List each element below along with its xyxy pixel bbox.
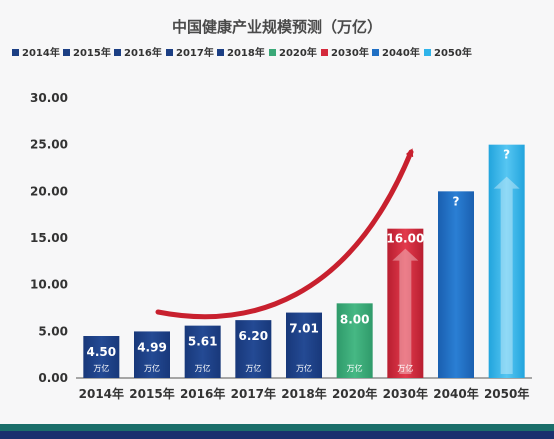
bar [438,191,474,378]
bar-value-label: 5.61 [188,335,218,349]
legend-swatch [114,49,121,56]
x-tick-label: 2030年 [383,386,428,401]
y-tick-label: 20.00 [30,184,68,198]
bar [286,312,322,378]
chart-title: 中国健康产业规模预测（万亿） [172,18,382,36]
legend-swatch [372,49,379,56]
legend-label: 2016年 [124,46,162,59]
legend-label: 2030年 [331,46,369,59]
bar-inner-arrow [392,248,419,374]
x-tick-label: 2017年 [231,386,276,401]
bar [387,228,424,378]
legend-swatch [12,49,19,56]
bar-value-label: 4.99 [137,340,167,354]
bar-value-label: 7.01 [289,322,319,336]
trend-arrow [155,148,414,320]
bar-inner-arrow [493,176,520,374]
legend-label: 2050年 [434,46,472,59]
legend-label: 2014年 [22,46,60,59]
y-tick-label: 5.00 [38,324,68,338]
x-tick-label: 2016年 [180,386,225,401]
footer-band-teal [0,424,554,431]
x-tick-label: 2040年 [433,386,478,401]
legend-swatch [217,49,224,56]
legend-swatch [63,49,70,56]
y-tick-label: 25.00 [30,138,68,152]
y-tick-label: 10.00 [30,278,68,292]
x-axis: 2014年 2015年 2016年 2017年 2018年 2020年 2030年 2040年… [79,386,530,401]
legend-swatch [424,49,431,56]
x-tick-label: 2050年 [484,386,529,401]
legend-swatch [321,49,328,56]
bar [235,320,272,378]
y-tick-label: 15.00 [30,231,68,245]
legend-label: 2017年 [176,46,214,59]
legend-swatch [166,49,173,56]
y-axis: 0.00 5.00 10.00 15.00 20.00 25.00 30.00 [30,91,68,385]
x-tick-label: 2020年 [332,386,377,401]
bar-unit-label: 万亿 [144,363,160,373]
bar [83,336,120,378]
x-tick-label: 2015年 [129,386,174,401]
legend-label: 2015年 [73,46,111,59]
x-tick-label: 2018年 [281,386,326,401]
bar-unit-label: 万亿 [245,363,261,373]
bar-unit-label: 万亿 [93,363,109,373]
bar-value-label: ? [453,194,460,208]
bar [134,331,170,378]
legend-label: 2018年 [227,46,265,59]
bars: 4.50 万亿 4.99 万亿 5.61 万亿 6.20 万亿 7.01 万亿 8.00 万亿 16.0… [83,144,525,378]
y-tick-label: 0.00 [38,371,68,385]
bar [184,325,221,378]
bar [488,144,525,378]
y-tick-label: 30.00 [30,91,68,105]
bar-value-label: 4.50 [87,345,117,359]
legend-label: 2020年 [279,46,317,59]
bar [336,303,373,378]
bar-unit-label: 万亿 [397,363,413,373]
bar-unit-label: 万亿 [347,363,363,373]
footer-band-navy [0,431,554,439]
bar-value-label: 16.00 [386,232,424,246]
bar-value-label: ? [503,148,510,162]
bar-unit-label: 万亿 [195,363,211,373]
legend: 2014年 2015年 2016年 2017年 2018年 2020年 2030年 2040年… [12,46,472,59]
legend-label: 2040年 [382,46,420,59]
legend-swatch [269,49,276,56]
bar-unit-label: 万亿 [296,363,312,373]
x-tick-label: 2014年 [79,386,124,401]
bar-value-label: 8.00 [340,312,370,326]
bar-value-label: 6.20 [239,329,269,343]
